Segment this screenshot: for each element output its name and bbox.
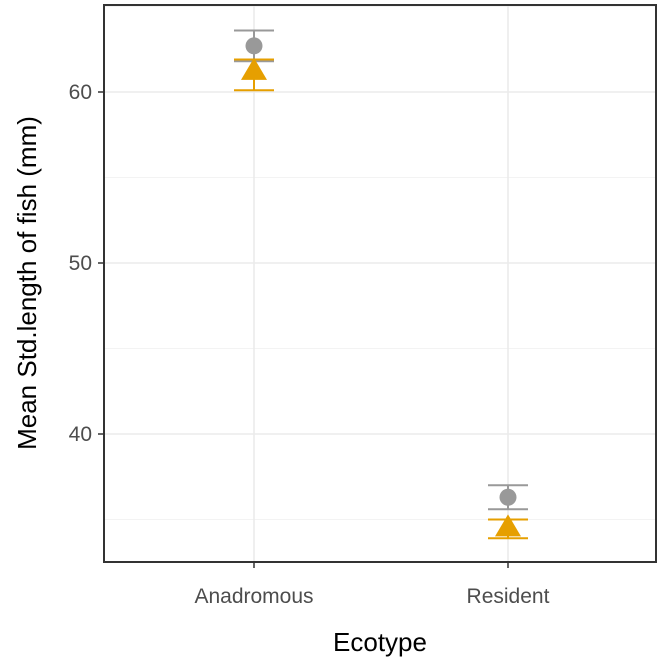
data-point-triangle (495, 514, 521, 537)
y-axis-title: Mean Std.length of fish (mm) (12, 116, 42, 450)
x-tick-label: Resident (467, 585, 550, 608)
y-tick-label: 50 (69, 252, 92, 275)
grid (104, 5, 656, 562)
x-axis: Anadromous Resident (194, 562, 550, 608)
y-axis: 40 50 60 (69, 81, 104, 446)
data-point-circle (245, 37, 263, 55)
y-tick-label: 40 (69, 423, 92, 446)
data-point-circle (499, 488, 517, 506)
y-tick-label: 60 (69, 81, 92, 104)
x-tick-label: Anadromous (194, 585, 313, 608)
plot-panel-border (103, 4, 657, 563)
x-axis-title: Ecotype (333, 627, 427, 657)
data-points (241, 37, 521, 537)
data-point-triangle (241, 57, 267, 80)
